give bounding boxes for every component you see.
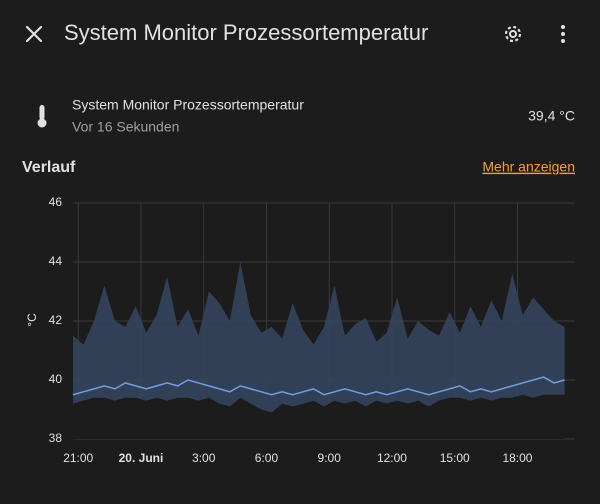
menu-button[interactable] bbox=[561, 25, 565, 43]
thermometer-icon bbox=[37, 105, 47, 128]
x-tick-label: 21:00 bbox=[63, 451, 93, 465]
x-tick-label: 3:00 bbox=[192, 451, 216, 465]
mean-line bbox=[72, 376, 565, 396]
last-changed: Vor 16 Sekunden bbox=[72, 119, 179, 135]
x-tick-label: 12:00 bbox=[377, 451, 407, 465]
close-button[interactable] bbox=[25, 25, 43, 43]
x-tick-label: 18:00 bbox=[502, 451, 532, 465]
min-area bbox=[73, 394, 565, 439]
x-tick-label: 6:00 bbox=[255, 451, 279, 465]
entity-state: 39,4 °C bbox=[528, 108, 575, 124]
more-link[interactable]: Mehr anzeigen bbox=[482, 159, 575, 175]
y-tick-label: 42 bbox=[49, 313, 63, 327]
y-tick-label: 46 bbox=[49, 195, 63, 209]
settings-button[interactable] bbox=[504, 25, 522, 43]
y-axis-label: °C bbox=[25, 313, 39, 327]
x-tick-label: 20. Juni bbox=[119, 451, 164, 465]
y-tick-label: 40 bbox=[49, 372, 63, 386]
y-tick-label: 44 bbox=[49, 254, 63, 268]
x-tick-label: 15:00 bbox=[440, 451, 470, 465]
entity-name: System Monitor Prozessortemperatur bbox=[72, 97, 304, 113]
y-tick-label: 38 bbox=[49, 431, 63, 445]
history-title: Verlauf bbox=[22, 159, 76, 176]
x-tick-label: 9:00 bbox=[318, 451, 342, 465]
max-area bbox=[73, 262, 565, 439]
dialog-title: System Monitor Prozessortemperatur bbox=[64, 20, 428, 45]
